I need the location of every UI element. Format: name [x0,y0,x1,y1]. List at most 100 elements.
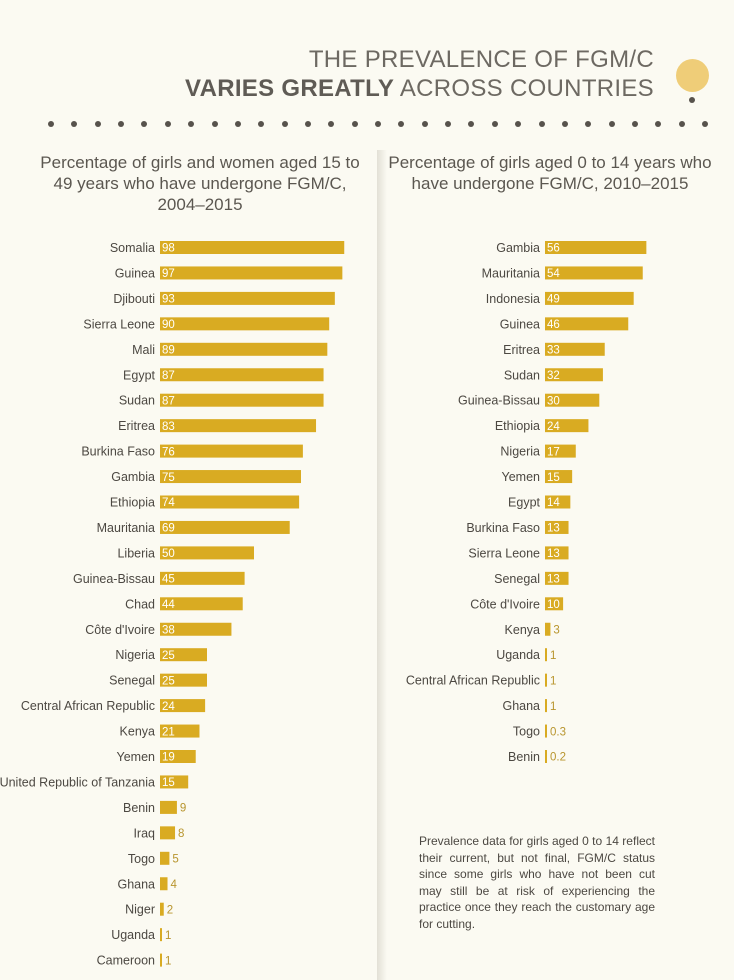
category-label: Djibouti [113,292,155,306]
category-label: Cameroon [97,954,155,968]
bar [160,241,345,254]
bar-row: Côte d'Ivoire 10 [470,597,564,611]
bar-row: Egypt 14 [508,495,571,510]
dot-mark [351,121,358,127]
bar-row: Togo 5 [128,851,179,866]
bar-row: Guinea-Bissau 30 [458,393,600,408]
category-label: Guinea-Bissau [458,394,540,408]
category-label: Ethiopia [110,496,155,510]
category-label: Uganda [111,928,155,942]
bar [545,241,647,254]
title-line-2: VARIES GREATLY ACROSS COUNTRIES [185,75,654,103]
category-label: Niger [125,903,155,917]
bar-row: Niger 2 [125,902,173,917]
category-label: Central African Republic [406,674,540,688]
category-label: Togo [513,725,540,739]
bar-row: Central African Republic 1 [406,673,556,688]
bar [160,902,164,916]
value-label: 74 [162,497,175,509]
bar-row: Guinea-Bissau 45 [73,571,245,586]
bar-row: Chad 44 [125,597,243,611]
bar-row: Benin 9 [123,800,186,815]
title-emphasis: VARIES GREATLY [185,75,395,102]
category-label: Gambia [496,241,540,255]
bar [545,291,634,305]
value-label: 0.2 [550,752,566,764]
dot-mark [655,121,662,127]
title-line-1: THE PREVALENCE OF FGM/C [308,46,654,73]
dot-mark [234,121,241,127]
bar-row: Gambia 75 [111,470,301,484]
dot-mark [445,121,452,127]
bar [545,622,551,636]
category-label: Somalia [110,241,155,255]
dot-mark [281,121,288,127]
bar-row: Eritrea 33 [503,342,605,357]
dot-mark [164,121,171,127]
value-label: 50 [162,548,175,560]
value-label: 93 [162,294,175,306]
bar-row: Uganda 1 [111,928,171,942]
category-label: Kenya [505,623,540,637]
footnote: Prevalence data for girls aged 0 to 14 r… [419,834,655,931]
category-label: Nigeria [500,445,540,459]
value-label: 49 [547,294,560,306]
right-chart-title: Percentage of girls aged 0 to 14 years w… [388,153,712,193]
category-label: Iraq [133,826,155,840]
bar [160,520,290,534]
value-label: 15 [547,472,560,484]
bar [160,291,335,305]
bar-row: Mauritania 69 [97,520,290,535]
bar [545,470,573,484]
bar [160,622,232,636]
bar [545,750,547,763]
value-label: 83 [162,421,175,433]
bar [160,470,301,484]
value-label: 1 [165,955,171,967]
bar-row: Egypt 87 [123,368,324,382]
bar [545,546,569,560]
bar [160,368,324,382]
bar [160,877,168,891]
value-label: 25 [162,675,175,687]
category-label: Senegal [109,674,155,688]
value-label: 17 [547,446,560,458]
category-label: Egypt [508,496,540,510]
category-label: Yemen [502,470,541,484]
category-label: Côte d'Ivoire [85,623,155,637]
category-label: Yemen [117,750,156,764]
bar [160,851,170,865]
value-label: 1 [550,701,556,713]
dot-mark [188,121,195,127]
value-label: 5 [172,854,178,866]
category-label: Central African Republic [21,699,155,713]
value-label: 10 [547,599,560,611]
value-label: 24 [162,701,175,713]
bar [545,699,547,713]
decorative-circle [676,59,709,92]
category-label: Guinea [500,317,540,331]
value-label: 0.3 [550,726,566,738]
bar-row: Benin 0.2 [508,750,566,764]
dot-mark [585,121,592,127]
value-label: 13 [547,548,560,560]
bar [160,546,254,560]
value-label: 76 [162,446,175,458]
value-label: 32 [547,370,560,382]
category-label: Sudan [119,394,155,408]
bar [160,699,206,713]
bar [545,724,547,738]
dot-mark [398,121,405,127]
bar-row: Mauritania 54 [482,266,643,280]
bar-row: Burkina Faso 13 [466,520,569,535]
bar [545,317,629,331]
category-label: United Republic of Tanzania [0,775,155,789]
value-label: 38 [162,624,175,636]
value-label: 8 [178,828,184,840]
dot-mark [258,121,265,127]
value-label: 25 [162,650,175,662]
bar-row: Sudan 32 [504,368,603,382]
dot-mark [631,121,638,127]
bar-row: Ghana 1 [502,699,556,713]
